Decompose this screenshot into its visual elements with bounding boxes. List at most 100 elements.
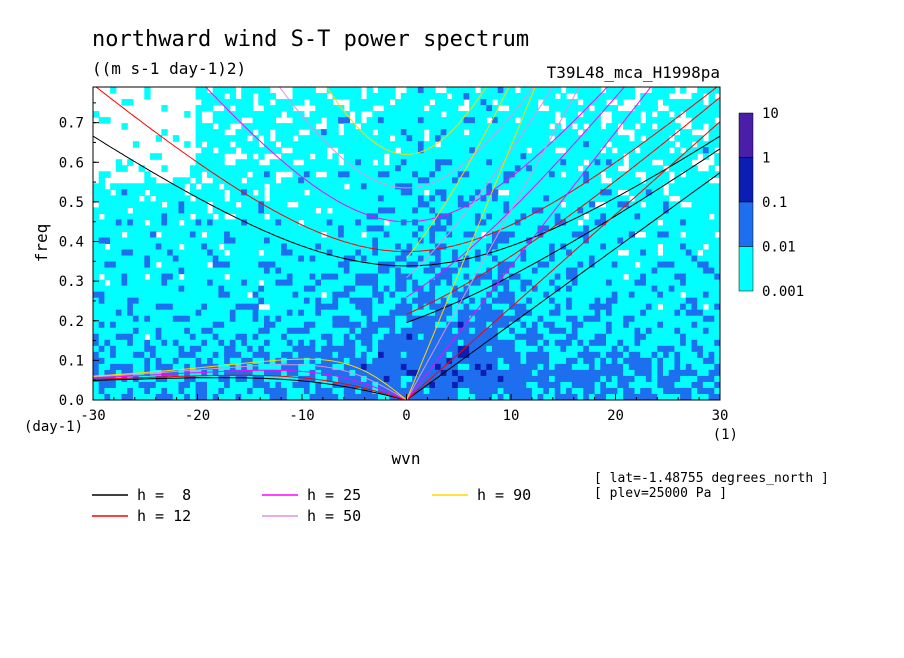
spectrum-cell (497, 213, 504, 221)
spectrum-cell (708, 285, 715, 293)
spectrum-cell (372, 363, 379, 371)
spectrum-cell (623, 255, 630, 263)
spectrum-cell (600, 243, 607, 251)
spectrum-cell (93, 369, 100, 377)
spectrum-cell (543, 309, 550, 317)
spectrum-cell (269, 123, 276, 130)
spectrum-cell (321, 129, 328, 136)
spectrum-cell (497, 357, 504, 365)
spectrum-cell (440, 147, 447, 154)
spectrum-cell (446, 339, 453, 347)
spectrum-cell (269, 117, 276, 124)
spectrum-cell (623, 87, 630, 94)
spectrum-cell (252, 219, 259, 227)
spectrum-cell (212, 207, 219, 215)
spectrum-cell (480, 171, 487, 178)
spectrum-cell (526, 129, 533, 136)
spectrum-cell (452, 201, 459, 208)
spectrum-cell (600, 105, 607, 112)
spectrum-cell (634, 387, 641, 395)
spectrum-cell (366, 99, 373, 106)
spectrum-cell (417, 333, 425, 341)
spectrum-cell (526, 237, 533, 245)
spectrum-cell (469, 219, 476, 227)
spectrum-cell (457, 195, 465, 202)
spectrum-cell (566, 273, 573, 281)
spectrum-cell (275, 381, 282, 389)
spectrum-cell (389, 279, 396, 287)
spectrum-cell (252, 357, 259, 365)
spectrum-cell (457, 201, 465, 208)
spectrum-cell (606, 279, 613, 287)
spectrum-cell (685, 159, 693, 166)
spectrum-cell (640, 291, 647, 299)
spectrum-cell (195, 387, 202, 395)
spectrum-cell (315, 201, 322, 208)
spectrum-cell (531, 309, 539, 317)
spectrum-cell (480, 303, 487, 311)
spectrum-cell (526, 135, 533, 142)
spectrum-cell (167, 345, 174, 353)
spectrum-cell (537, 381, 544, 389)
spectrum-cell (714, 243, 720, 251)
spectrum-cell (132, 297, 140, 305)
spectrum-cell (212, 375, 219, 383)
spectrum-cell (224, 279, 231, 287)
spectrum-cell (645, 189, 653, 196)
spectrum-cell (195, 135, 202, 142)
spectrum-cell (537, 195, 544, 202)
spectrum-cell (680, 225, 687, 233)
spectrum-cell (258, 195, 265, 202)
spectrum-cell (355, 375, 362, 383)
spectrum-cell (628, 327, 636, 335)
spectrum-cell (474, 351, 482, 359)
spectrum-cell (332, 279, 339, 287)
spectrum-cell (691, 231, 698, 239)
spectrum-cell (235, 159, 242, 166)
spectrum-cell (224, 267, 231, 275)
spectrum-cell (138, 165, 145, 172)
spectrum-cell (115, 345, 123, 353)
spectrum-cell (440, 153, 447, 160)
spectrum-cell (338, 261, 345, 269)
spectrum-cell (121, 99, 128, 106)
spectrum-cell (446, 273, 453, 281)
spectrum-cell (264, 273, 271, 281)
spectrum-cell (554, 195, 561, 202)
spectrum-cell (298, 267, 305, 275)
spectrum-cell (98, 285, 105, 293)
spectrum-cell (429, 213, 436, 221)
spectrum-cell (566, 243, 573, 251)
spectrum-cell (195, 219, 202, 227)
spectrum-cell (132, 309, 140, 317)
spectrum-cell (645, 141, 653, 148)
spectrum-cell (480, 243, 487, 251)
spectrum-cell (315, 309, 322, 317)
spectrum-cell (583, 273, 590, 281)
spectrum-cell (708, 297, 715, 305)
spectrum-cell (303, 243, 311, 251)
spectrum-cell (577, 309, 584, 317)
spectrum-cell (201, 303, 208, 311)
spectrum-cell (104, 381, 111, 389)
spectrum-cell (708, 267, 715, 275)
spectrum-cell (429, 189, 436, 196)
spectrum-cell (480, 285, 487, 293)
spectrum-cell (611, 153, 618, 160)
spectrum-cell (400, 309, 408, 317)
spectrum-cell (446, 321, 453, 329)
spectrum-cell (93, 315, 100, 323)
spectrum-cell (138, 321, 145, 329)
spectrum-cell (446, 219, 453, 227)
spectrum-cell (207, 345, 214, 353)
spectrum-cell (566, 219, 573, 227)
spectrum-cell (127, 237, 134, 245)
spectrum-cell (503, 381, 510, 389)
spectrum-cell (218, 123, 225, 130)
spectrum-cell (509, 147, 516, 154)
spectrum-cell (611, 315, 618, 323)
spectrum-cell (469, 123, 476, 130)
spectrum-cell (606, 285, 613, 293)
spectrum-cell (115, 333, 123, 341)
